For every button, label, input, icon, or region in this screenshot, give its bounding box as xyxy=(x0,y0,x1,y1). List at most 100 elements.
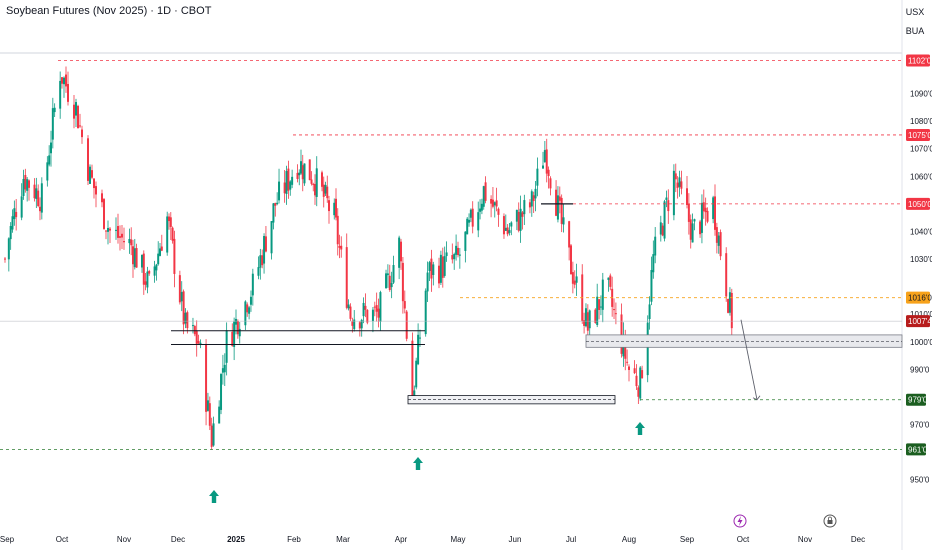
y-tick-label: 1090'0 xyxy=(910,90,932,99)
candle-body xyxy=(117,226,119,238)
candle-body xyxy=(345,247,348,308)
candle-body xyxy=(235,318,237,325)
candle-body xyxy=(573,280,576,285)
candle-body xyxy=(379,292,382,322)
candle-body xyxy=(338,245,341,248)
chart-title: Soybean Futures (Nov 2025) · 1D · CBOT xyxy=(6,5,212,17)
candle-body xyxy=(195,330,198,344)
candle-body xyxy=(184,312,187,324)
candle-body xyxy=(310,179,313,184)
candle-body xyxy=(135,248,138,268)
candle-body xyxy=(7,238,10,260)
candle-body xyxy=(218,406,221,424)
candle-body xyxy=(439,254,442,283)
candle-body xyxy=(598,299,601,310)
quantity-unit[interactable]: BUA xyxy=(905,26,925,36)
candle-body xyxy=(650,269,653,302)
candle-body xyxy=(50,142,52,154)
candle-body xyxy=(51,108,54,140)
candle-body xyxy=(59,80,62,109)
candle-body xyxy=(411,340,414,401)
candle-body xyxy=(672,170,675,216)
candle-body xyxy=(438,265,440,284)
x-tick-label: Dec xyxy=(171,535,185,544)
candle-body xyxy=(607,277,610,280)
candle-body xyxy=(123,241,125,243)
candle-body xyxy=(13,208,16,220)
candle-body xyxy=(298,172,301,176)
candle-body xyxy=(206,400,209,411)
candle-body xyxy=(596,296,599,325)
candle-body xyxy=(390,282,393,288)
candle-body xyxy=(65,74,67,87)
candle-body xyxy=(424,290,427,335)
price-label-badge xyxy=(906,128,930,141)
candle-body xyxy=(386,273,389,276)
candle-body xyxy=(333,202,336,216)
candle-body xyxy=(728,292,731,313)
candle-body xyxy=(40,183,43,213)
candle-body xyxy=(477,212,480,231)
candle-body xyxy=(326,186,329,199)
price-label-badge xyxy=(906,443,926,456)
candle-body xyxy=(274,202,277,206)
candle-body xyxy=(639,367,642,399)
candle-body xyxy=(571,272,574,284)
x-tick-label: Mar xyxy=(336,535,350,544)
candle-body xyxy=(609,275,612,287)
candle-body xyxy=(555,189,558,216)
candle-body xyxy=(166,216,169,253)
candle-body xyxy=(353,319,356,330)
candle-body xyxy=(725,253,728,297)
candle-body xyxy=(257,267,260,276)
x-tick-label: May xyxy=(450,535,465,544)
y-tick-label: 1040'0 xyxy=(910,227,932,236)
candle-body xyxy=(169,217,172,227)
candle-body xyxy=(236,321,239,335)
candle-body xyxy=(543,150,546,162)
candle-body xyxy=(233,321,236,347)
candle-body xyxy=(508,230,511,233)
x-tick-label: Feb xyxy=(287,535,301,544)
candle-body xyxy=(272,203,275,223)
candle-body xyxy=(75,102,77,116)
candle-body xyxy=(674,173,677,180)
candle-body xyxy=(441,256,444,278)
candle-body xyxy=(128,238,131,244)
candle-body xyxy=(142,253,145,285)
candle-body xyxy=(121,233,123,238)
y-tick-label: 1000'0 xyxy=(910,338,932,347)
candle-body xyxy=(373,306,376,308)
currency-unit[interactable]: USX xyxy=(905,7,925,17)
price-label-text: 1102'0 xyxy=(908,56,932,65)
x-tick-label: Dec xyxy=(851,535,865,544)
candle-body xyxy=(466,218,469,235)
candle-body xyxy=(347,304,350,309)
candle-body xyxy=(706,210,709,222)
candle-body xyxy=(159,248,161,256)
candle-body xyxy=(562,217,565,225)
candle-body xyxy=(46,162,49,181)
candle-body xyxy=(641,370,644,379)
candle-body xyxy=(497,208,500,215)
candle-body xyxy=(93,178,95,189)
candle-body xyxy=(107,227,109,232)
candle-body xyxy=(39,206,41,212)
candle-body xyxy=(495,200,498,207)
candle-body xyxy=(575,276,578,283)
candle-body xyxy=(109,228,111,231)
candle-body xyxy=(490,198,493,204)
candle-body xyxy=(560,197,563,224)
candle-body xyxy=(289,181,292,190)
candle-body xyxy=(517,211,520,231)
candle-body xyxy=(661,225,664,236)
candle-body xyxy=(519,208,522,231)
candle-body xyxy=(328,200,330,212)
candle-body xyxy=(521,212,524,217)
candle-body xyxy=(81,129,83,138)
price-label-badge xyxy=(906,54,930,67)
candle-body xyxy=(719,232,722,257)
candle-body xyxy=(443,256,446,276)
price-label-text: 961'0 xyxy=(908,445,928,454)
